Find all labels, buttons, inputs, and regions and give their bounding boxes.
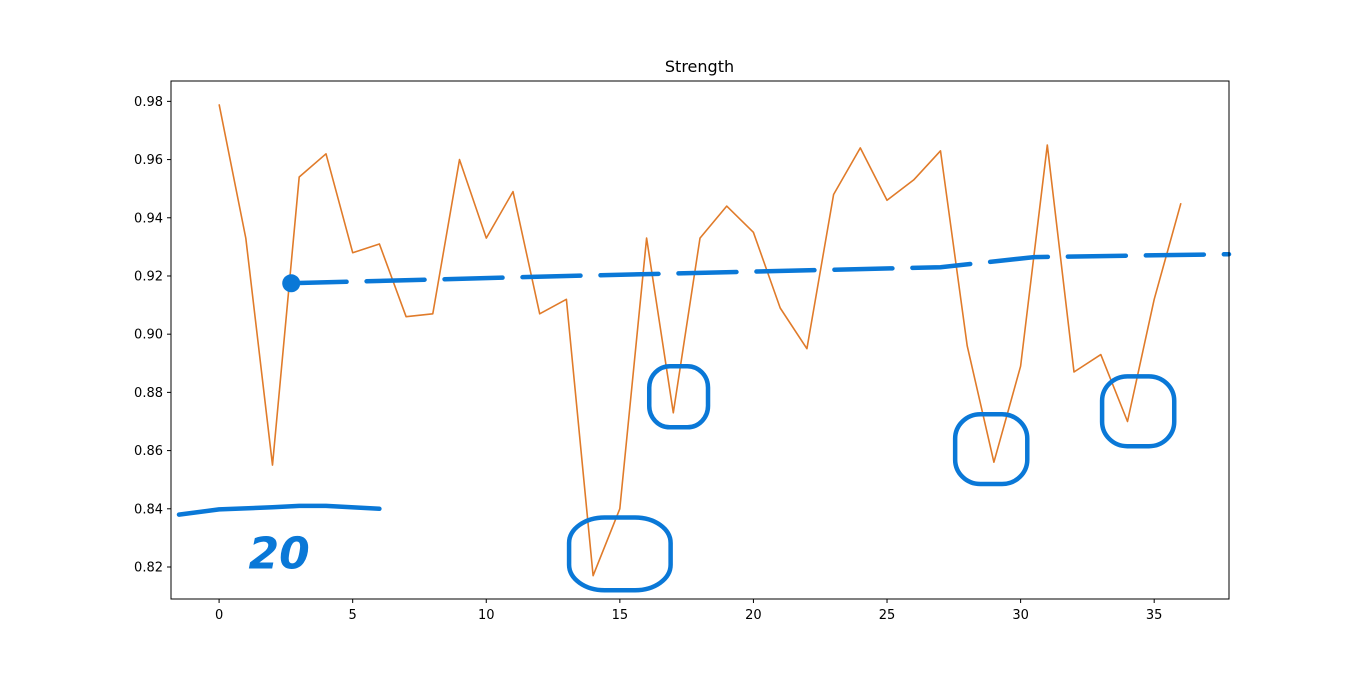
series-line bbox=[218, 104, 1182, 577]
handwritten-annotations: 20 bbox=[176, 251, 1232, 593]
handwritten-number: 20 bbox=[248, 528, 309, 579]
x-axis: 0 5 10 15 20 25 30 35 bbox=[215, 599, 1163, 623]
dashed-trend-annotation bbox=[286, 251, 1232, 286]
circle-annotation bbox=[566, 515, 673, 593]
y-tick-label: 0.82 bbox=[134, 560, 163, 575]
plot-lines bbox=[218, 104, 1182, 577]
y-tick-label: 0.94 bbox=[134, 211, 163, 226]
y-tick-label: 0.96 bbox=[134, 153, 163, 168]
plot-frame bbox=[170, 80, 1230, 600]
circle-annotation bbox=[952, 411, 1030, 487]
x-tick-label: 35 bbox=[1146, 608, 1163, 623]
y-axis: 0.82 0.84 0.86 0.88 0.90 0.92 0.94 0.96 0.98 bbox=[134, 95, 171, 575]
x-tick-label: 10 bbox=[478, 608, 495, 623]
y-tick-label: 0.86 bbox=[134, 444, 163, 459]
y-tick-label: 0.88 bbox=[134, 386, 163, 401]
trend-start-dot bbox=[282, 274, 301, 293]
y-tick-label: 0.84 bbox=[134, 502, 163, 517]
y-tick-label: 0.90 bbox=[134, 328, 163, 343]
y-tick-label: 0.92 bbox=[134, 269, 163, 284]
chart-title: Strength bbox=[665, 57, 734, 76]
x-tick-label: 20 bbox=[745, 608, 762, 623]
circle-annotation bbox=[646, 363, 711, 430]
underline-annotation bbox=[176, 503, 382, 517]
circle-annotation bbox=[1099, 374, 1177, 449]
x-tick-label: 5 bbox=[349, 608, 357, 623]
x-tick-label: 0 bbox=[215, 608, 223, 623]
x-tick-label: 25 bbox=[879, 608, 896, 623]
y-tick-label: 0.98 bbox=[134, 95, 163, 110]
x-tick-label: 15 bbox=[612, 608, 629, 623]
x-tick-label: 30 bbox=[1012, 608, 1029, 623]
